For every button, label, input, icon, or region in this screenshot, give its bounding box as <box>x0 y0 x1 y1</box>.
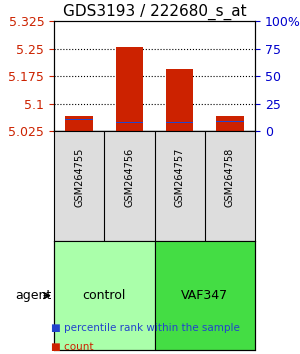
Bar <box>216 121 244 122</box>
FancyBboxPatch shape <box>54 241 154 350</box>
Text: GSM264756: GSM264756 <box>124 148 134 207</box>
Text: GSM264755: GSM264755 <box>74 148 84 207</box>
Bar <box>116 47 143 131</box>
Bar <box>65 119 93 120</box>
Bar <box>116 122 143 123</box>
Title: GDS3193 / 222680_s_at: GDS3193 / 222680_s_at <box>63 4 246 20</box>
Text: agent: agent <box>15 289 52 302</box>
Bar <box>166 69 194 131</box>
Text: ■ percentile rank within the sample: ■ percentile rank within the sample <box>51 323 240 333</box>
Bar <box>166 122 194 123</box>
Bar <box>65 116 93 131</box>
FancyBboxPatch shape <box>154 241 255 350</box>
Text: ■ count: ■ count <box>51 342 94 352</box>
Text: control: control <box>82 289 126 302</box>
Bar <box>216 116 244 131</box>
Text: GSM264757: GSM264757 <box>175 148 184 207</box>
Text: GSM264758: GSM264758 <box>225 148 235 207</box>
Text: VAF347: VAF347 <box>181 289 228 302</box>
